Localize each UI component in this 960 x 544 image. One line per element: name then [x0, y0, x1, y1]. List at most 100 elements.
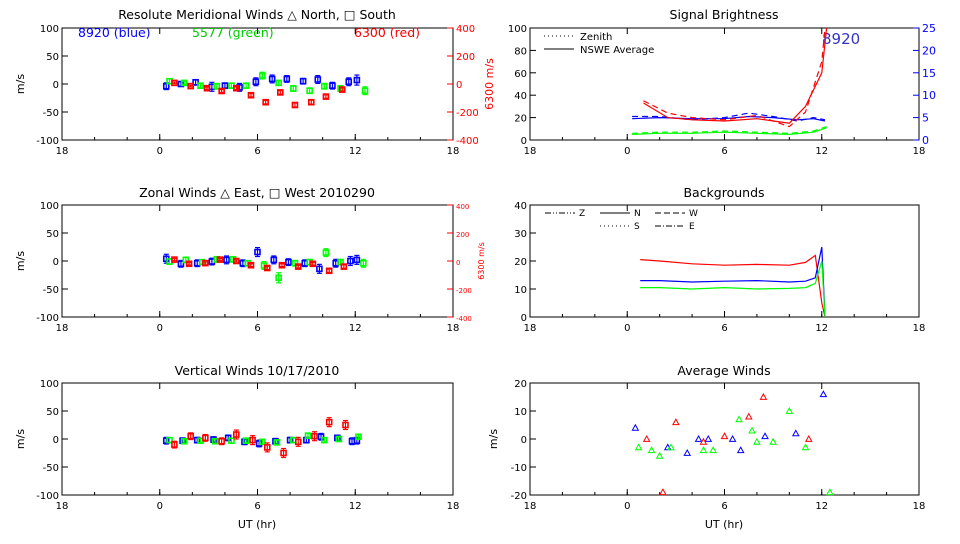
vertical-ylabel: m/s [14, 429, 27, 449]
average-title: Average Winds [677, 363, 770, 378]
average-ytick-label-4: 20 [514, 379, 527, 390]
average-xlabel: UT (hr) [705, 518, 743, 531]
zonal-data-point [285, 258, 292, 266]
brightness-series-line-3 [632, 126, 827, 134]
meridional-data-point [247, 91, 255, 99]
vertical-ytick-label-3: 50 [46, 407, 59, 418]
backgrounds-legend-z: Z [579, 209, 585, 219]
average-data-point [735, 415, 743, 423]
average-data-point [642, 434, 651, 442]
zonal-xtick-label-4: 18 [447, 323, 460, 334]
vertical-data-point [202, 434, 209, 442]
vertical-data-point [211, 437, 219, 445]
vertical-data-point [272, 437, 279, 445]
zonal-xtick-label-1: 0 [157, 323, 163, 334]
brightness-xtick-label-2: 6 [721, 146, 727, 157]
average-ylabel: m/s [487, 429, 500, 449]
meridional-data-point [187, 82, 195, 90]
vertical-ytick-label-2: 0 [53, 435, 59, 446]
zonal-data-point [202, 259, 209, 267]
meridional-data-point [361, 87, 369, 95]
meridional-data-point [213, 82, 221, 90]
vertical-xtick-label-1: 0 [157, 501, 163, 512]
backgrounds-legend-e: E [689, 222, 695, 232]
brightness-series-line-2 [632, 127, 827, 136]
vertical-xtick-label-4: 18 [447, 501, 460, 512]
average-xtick-label-1: 0 [624, 501, 630, 512]
average-ytick-label-2: 0 [521, 435, 527, 446]
zonal-data-point [263, 264, 271, 272]
average-data-point [826, 488, 834, 496]
wavelength-label-green: 5577 (green) [192, 25, 274, 40]
backgrounds-legend-w: W [689, 209, 698, 219]
zonal-xtick-label-3: 12 [349, 323, 362, 334]
meridional-data-point [203, 84, 211, 92]
average-data-point [736, 446, 745, 454]
meridional-ytick-label-1: -50 [43, 108, 59, 119]
meridional-ytick-label-4: 100 [40, 24, 59, 35]
zonal-data-point [353, 256, 361, 264]
meridional-ylabel: m/s [14, 74, 27, 94]
brightness-annotation-8920: 8920 [822, 30, 860, 48]
meridional-data-point [320, 82, 328, 90]
backgrounds-series-line-0 [640, 254, 826, 318]
vertical-data-point [263, 444, 271, 451]
backgrounds-series-line-2 [640, 260, 826, 318]
meridional-data-point [299, 77, 307, 85]
average-xtick-label-2: 6 [721, 501, 727, 512]
average-data-point [631, 423, 640, 431]
meridional-data-point [338, 86, 346, 93]
average-data-point [699, 446, 708, 454]
backgrounds-xtick-label-3: 12 [815, 323, 828, 334]
brightness-ytick-label-0: 0 [521, 136, 527, 147]
wavelength-label-red: 6300 (red) [354, 25, 420, 40]
zonal-plot-frame [61, 204, 454, 318]
vertical-data-point [311, 432, 318, 440]
average-data-point [761, 432, 769, 440]
vertical-data-point [273, 439, 281, 446]
backgrounds-xtick-label-1: 0 [624, 323, 630, 334]
meridional-data-point [307, 98, 315, 106]
vertical-ytick-label-4: 100 [40, 379, 59, 390]
brightness-ytick-right-label-3: 15 [922, 67, 936, 80]
brightness-xtick-label-1: 0 [624, 146, 630, 157]
average-xtick-label-0: 18 [524, 501, 537, 512]
average-data-point [672, 418, 680, 426]
vertical-xtick-label-2: 6 [254, 501, 260, 512]
meridional-data-point [277, 89, 284, 96]
average-data-point [728, 434, 737, 442]
vertical-data-point [233, 431, 240, 438]
brightness-series-line-5 [643, 27, 826, 128]
average-data-point [667, 443, 675, 451]
meridional-title: Resolute Meridional Winds △ North, □ Sou… [118, 7, 396, 22]
backgrounds-ytick-label-0: 0 [521, 313, 527, 324]
zonal-ytick-right-label-3: 200 [456, 231, 469, 239]
zonal-data-point [233, 257, 240, 265]
meridional-ytick-right-label-3: 200 [456, 52, 475, 63]
average-ytick-label-0: -20 [511, 491, 527, 502]
vertical-data-point [320, 436, 328, 444]
brightness-ytick-right-label-5: 25 [922, 22, 936, 35]
zonal-data-point [316, 265, 323, 273]
average-data-point [748, 426, 756, 434]
brightness-ytick-right-label-4: 20 [922, 44, 936, 57]
meridional-data-point [314, 76, 322, 83]
vertical-data-point [241, 438, 248, 446]
meridional-xtick-label-2: 6 [254, 146, 260, 157]
brightness-legend-zenith: Zenith [580, 32, 612, 43]
zonal-data-point [360, 259, 367, 267]
brightness-ytick-label-4: 80 [514, 46, 527, 57]
vertical-data-point [325, 418, 333, 426]
brightness-xtick-label-4: 18 [913, 146, 926, 157]
meridional-data-point [262, 98, 269, 106]
meridional-ytick-right-label-1: -200 [456, 108, 479, 119]
vertical-data-point [242, 437, 250, 444]
zonal-xtick-label-2: 6 [254, 323, 260, 334]
zonal-ylabel: m/s [14, 251, 27, 271]
meridional-ytick-label-0: -100 [36, 136, 59, 147]
brightness-xtick-label-0: 18 [524, 146, 537, 157]
vertical-data-point [334, 434, 341, 442]
average-ytick-label-3: 10 [514, 407, 527, 418]
vertical-data-point [294, 438, 302, 446]
zonal-data-point [185, 260, 193, 268]
